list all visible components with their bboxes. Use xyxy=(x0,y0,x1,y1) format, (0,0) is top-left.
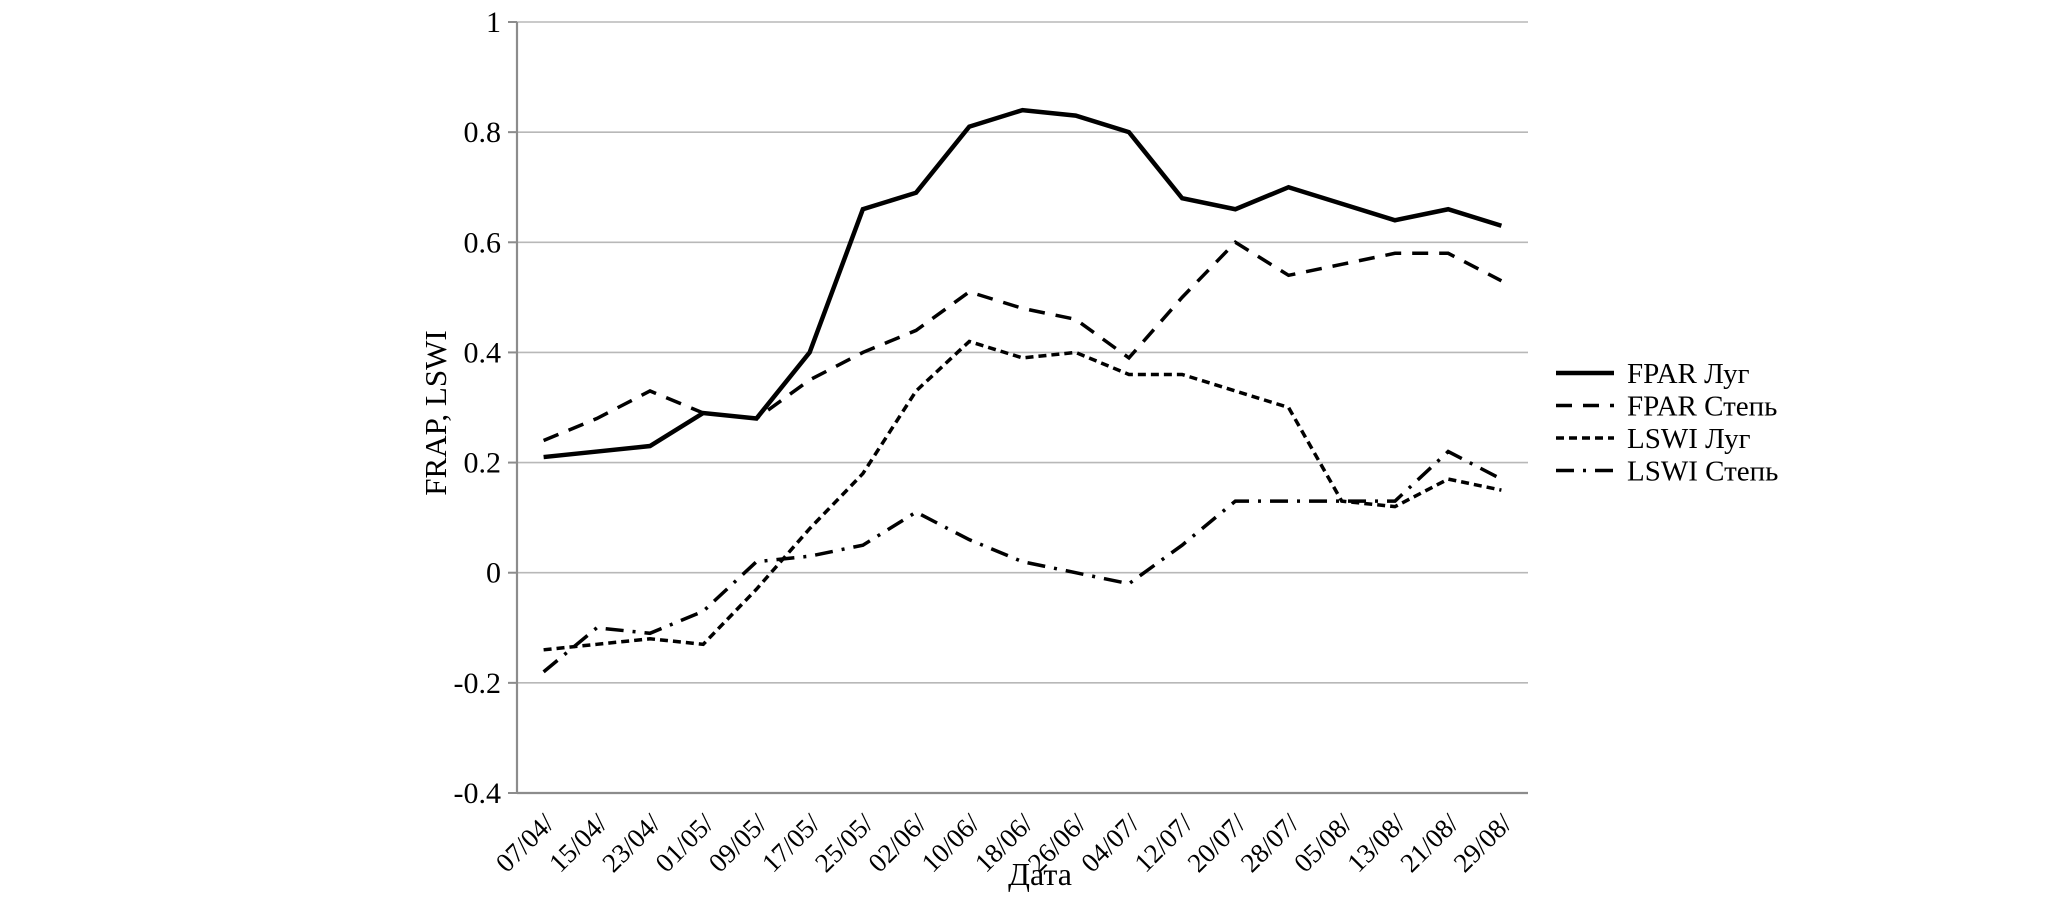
y-tick-label: 0.6 xyxy=(464,226,502,259)
x-tick-label: 15/04/ xyxy=(543,808,613,878)
x-tick-label: 07/04/ xyxy=(490,808,560,878)
x-tick-label: 17/05/ xyxy=(756,808,826,878)
y-tick-label: 0.2 xyxy=(464,447,502,480)
x-tick-label: 05/08/ xyxy=(1288,808,1358,878)
series-line-3 xyxy=(542,449,1503,674)
x-tick-label: 29/08/ xyxy=(1448,808,1518,878)
x-tick-label: 25/05/ xyxy=(809,808,879,878)
x-tick-label: 02/06/ xyxy=(862,808,932,878)
legend-label: LSWI Луг xyxy=(1627,423,1751,455)
x-tick-label: 13/08/ xyxy=(1341,808,1411,878)
y-axis-tick-labels: 1 0.8 0.6 0.4 0.2 0 -0.2 -0.4 xyxy=(454,6,502,810)
gridlines xyxy=(517,21,1528,684)
x-tick-label: 04/07/ xyxy=(1075,808,1145,878)
x-tick-label: 23/04/ xyxy=(596,808,666,878)
x-tick-label: 12/07/ xyxy=(1128,808,1198,878)
legend-label: FPAR Степь xyxy=(1627,391,1777,423)
series-line-0 xyxy=(543,107,1503,460)
y-tick-label: 1 xyxy=(486,6,501,39)
y-tick-label: 0 xyxy=(486,557,501,590)
legend-label: LSWI Степь xyxy=(1627,456,1778,488)
x-tick-label: 01/05/ xyxy=(649,808,719,878)
series-line-2 xyxy=(543,339,1502,652)
legend-item: LSWI Степь xyxy=(1556,456,1778,488)
legend-label: FPAR Луг xyxy=(1627,358,1750,390)
y-axis-title: FRAP, LSWI xyxy=(418,330,453,495)
x-tick-label: 21/08/ xyxy=(1394,808,1464,878)
y-tick-label: -0.2 xyxy=(454,667,502,700)
data-series xyxy=(542,107,1503,674)
legend-item: FPAR Степь xyxy=(1556,391,1777,423)
x-tick-label: 28/07/ xyxy=(1235,808,1305,878)
legend-item: LSWI Луг xyxy=(1556,423,1751,455)
x-tick-label: 10/06/ xyxy=(916,808,986,878)
series-line-1 xyxy=(542,240,1503,443)
x-tick-label: 09/05/ xyxy=(703,808,773,878)
x-axis-title: Дата xyxy=(1008,856,1072,892)
y-tick-label: -0.4 xyxy=(454,777,502,810)
legend-item: FPAR Луг xyxy=(1556,358,1750,390)
y-tick-label: 0.4 xyxy=(464,336,502,369)
y-tick-label: 0.8 xyxy=(464,116,502,149)
axes xyxy=(508,21,1528,795)
x-axis-tick-labels: 07/04/15/04/23/04/01/05/09/05/17/05/25/0… xyxy=(490,808,1518,878)
x-tick-label: 20/07/ xyxy=(1182,808,1252,878)
